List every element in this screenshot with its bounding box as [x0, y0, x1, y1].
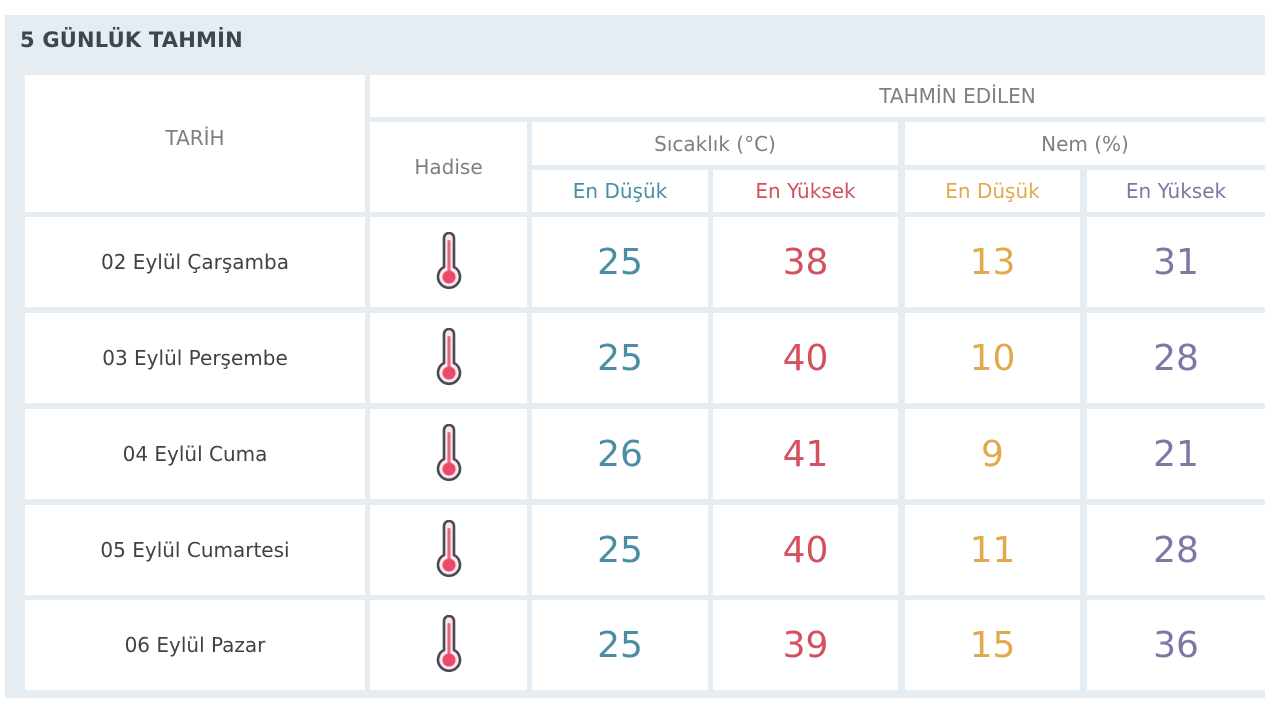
- hum-high-value: 28: [1153, 337, 1199, 379]
- row-temp-high: 40: [713, 505, 898, 595]
- row-event: [370, 505, 527, 595]
- temp-low-value: 25: [597, 529, 643, 571]
- temp-low-value: 25: [597, 241, 643, 283]
- hum-high-value: 36: [1153, 624, 1199, 666]
- thermometer-icon: [436, 424, 461, 482]
- row-hum-low: 13: [905, 217, 1080, 307]
- hum-high-value: 31: [1153, 241, 1199, 283]
- header-temp-low-label: En Düşük: [572, 179, 668, 203]
- row-date: 02 Eylül Çarşamba: [25, 217, 365, 307]
- row-hum-low: 10: [905, 313, 1080, 403]
- header-humidity: Nem (%): [905, 122, 1265, 165]
- header-date: TARİH: [25, 75, 365, 212]
- header-humidity-label: Nem (%): [1041, 131, 1129, 156]
- header-temp-high: En Yüksek: [713, 170, 898, 212]
- header-event-label: Hadise: [414, 155, 483, 179]
- row-date-label: 04 Eylül Cuma: [122, 442, 268, 466]
- row-date: 06 Eylül Pazar: [25, 600, 365, 690]
- temp-low-value: 26: [597, 433, 643, 475]
- header-date-label: TARİH: [165, 125, 225, 150]
- header-event: Hadise: [370, 122, 527, 212]
- hum-low-value: 11: [969, 529, 1016, 571]
- row-date: 04 Eylül Cuma: [25, 409, 365, 499]
- row-temp-high: 41: [713, 409, 898, 499]
- row-hum-low: 9: [905, 409, 1080, 499]
- row-hum-high: 21: [1087, 409, 1265, 499]
- header-hum-low: En Düşük: [905, 170, 1080, 212]
- temp-low-value: 25: [597, 624, 643, 666]
- header-hum-high: En Yüksek: [1087, 170, 1265, 212]
- row-temp-low: 25: [532, 217, 708, 307]
- row-event: [370, 600, 527, 690]
- temp-high-value: 39: [782, 624, 829, 666]
- row-temp-high: 38: [713, 217, 898, 307]
- row-event: [370, 409, 527, 499]
- thermometer-icon: [436, 232, 461, 290]
- row-hum-high: 28: [1087, 505, 1265, 595]
- row-temp-low: 25: [532, 313, 708, 403]
- row-temp-low: 25: [532, 505, 708, 595]
- header-forecast-label: TAHMİN EDİLEN: [879, 84, 1036, 108]
- header-temp-low: En Düşük: [532, 170, 708, 212]
- temp-low-value: 25: [597, 337, 643, 379]
- temp-high-value: 38: [782, 241, 829, 283]
- header-temperature-label: Sıcaklık (°C): [654, 131, 776, 156]
- temp-high-value: 40: [782, 529, 829, 571]
- thermometer-icon: [436, 615, 461, 673]
- row-hum-high: 36: [1087, 600, 1265, 690]
- thermometer-icon: [436, 328, 461, 386]
- temp-high-value: 41: [782, 433, 829, 475]
- hum-high-value: 28: [1153, 529, 1199, 571]
- row-date: 05 Eylül Cumartesi: [25, 505, 365, 595]
- row-temp-low: 25: [532, 600, 708, 690]
- row-temp-high: 40: [713, 313, 898, 403]
- row-hum-high: 31: [1087, 217, 1265, 307]
- row-hum-high: 28: [1087, 313, 1265, 403]
- panel-title: 5 GÜNLÜK TAHMİN: [20, 28, 243, 52]
- temp-high-value: 40: [782, 337, 829, 379]
- row-event: [370, 313, 527, 403]
- row-hum-low: 11: [905, 505, 1080, 595]
- row-date-label: 06 Eylül Pazar: [124, 633, 266, 657]
- header-temperature: Sıcaklık (°C): [532, 122, 898, 165]
- thermometer-icon: [436, 520, 461, 578]
- hum-low-value: 15: [969, 624, 1016, 666]
- row-temp-low: 26: [532, 409, 708, 499]
- hum-low-value: 13: [969, 241, 1016, 283]
- row-hum-low: 15: [905, 600, 1080, 690]
- row-date-label: 03 Eylül Perşembe: [102, 346, 288, 370]
- header-forecast: TAHMİN EDİLEN: [370, 75, 1265, 117]
- header-hum-high-label: En Yüksek: [1125, 179, 1227, 203]
- hum-low-value: 10: [969, 337, 1016, 379]
- hum-low-value: 9: [981, 433, 1004, 475]
- row-date-label: 05 Eylül Cumartesi: [100, 538, 290, 562]
- row-date: 03 Eylül Perşembe: [25, 313, 365, 403]
- header-temp-high-label: En Yüksek: [755, 179, 856, 203]
- row-event: [370, 217, 527, 307]
- hum-high-value: 21: [1153, 433, 1199, 475]
- row-date-label: 02 Eylül Çarşamba: [101, 250, 289, 274]
- row-temp-high: 39: [713, 600, 898, 690]
- header-hum-low-label: En Düşük: [945, 179, 1040, 203]
